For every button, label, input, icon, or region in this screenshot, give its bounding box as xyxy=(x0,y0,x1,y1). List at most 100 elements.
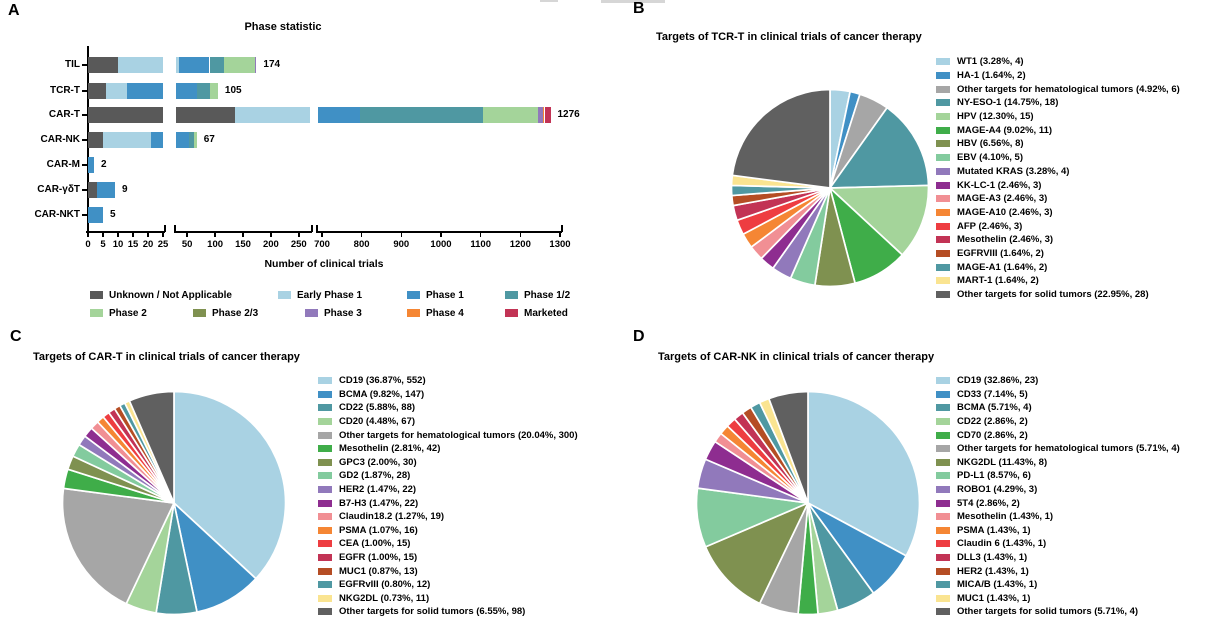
bar-segment xyxy=(88,182,97,198)
pie-legend-item: ROBO1 (4.29%, 3) xyxy=(936,483,1037,497)
pie-legend-swatch xyxy=(936,540,950,548)
category-label: TIL xyxy=(65,58,80,70)
phase-legend-swatch xyxy=(505,291,518,299)
phase-legend-label: Phase 1/2 xyxy=(524,289,571,301)
panel-b-letter: B xyxy=(633,0,645,17)
x-axis-tick xyxy=(360,232,363,237)
pie-legend-item: HA-1 (1.64%, 2) xyxy=(936,69,1026,83)
phase-legend-swatch xyxy=(193,309,206,317)
pie-legend-item: EGFRVIII (1.64%, 2) xyxy=(936,247,1044,261)
pie-legend-label: CD19 (32.86%, 23) xyxy=(957,375,1039,387)
pie-legend-swatch xyxy=(936,526,950,534)
bar-chart-title: Phase statistic xyxy=(244,21,322,33)
pie-legend-item: EBV (4.10%, 5) xyxy=(936,151,1023,165)
pie-legend-swatch xyxy=(936,567,950,575)
pie-legend-label: BCMA (9.82%, 147) xyxy=(339,388,425,400)
pie-legend-swatch xyxy=(318,608,332,616)
y-axis-tick xyxy=(82,114,87,116)
bar-total-label: 174 xyxy=(263,58,281,70)
pie-legend-label: MAGE-A1 (1.64%, 2) xyxy=(957,261,1048,273)
bar-segment xyxy=(88,157,94,173)
x-axis-tick xyxy=(400,232,403,237)
pie-legend-swatch xyxy=(318,499,332,507)
y-axis-tick xyxy=(82,64,87,66)
pie-legend-label: B7-H3 (1.47%, 22) xyxy=(339,497,419,509)
pie-legend-item: PSMA (1.43%, 1) xyxy=(936,524,1031,538)
x-axis-tick xyxy=(270,232,272,237)
phase-legend-item: Phase 2 xyxy=(90,306,147,320)
panel-d-letter: D xyxy=(633,328,645,345)
pie-legend-swatch xyxy=(936,181,950,189)
pie-legend-item: MAGE-A4 (9.02%, 11) xyxy=(936,124,1052,138)
pie-legend-label: MICA/B (1.43%, 1) xyxy=(957,579,1038,591)
pie-legend-label: PSMA (1.07%, 16) xyxy=(339,524,418,536)
pie-legend-item: NY-ESO-1 (14.75%, 18) xyxy=(936,96,1058,110)
phase-legend-label: Phase 3 xyxy=(324,307,362,319)
pie-slice-other-targets-for-solid-tumors xyxy=(731,88,831,189)
bar-segment xyxy=(542,107,545,123)
pie-legend-item: HER2 (1.47%, 22) xyxy=(318,483,416,497)
bar-segment xyxy=(318,107,360,123)
x-axis-tick-label: 150 xyxy=(235,239,251,250)
pie-legend-swatch xyxy=(936,513,950,521)
pie-legend-label: CD22 (2.86%, 2) xyxy=(957,416,1028,428)
phase-legend-item: Phase 1 xyxy=(407,288,464,302)
phase-legend-item: Phase 1/2 xyxy=(505,288,570,302)
bar-segment xyxy=(176,107,235,123)
pie-slice-other-targets-for-solid-tumors xyxy=(128,390,175,504)
axis-break-stub xyxy=(174,224,176,232)
pie-legend-item: CD70 (2.86%, 2) xyxy=(936,428,1028,442)
phase-legend-label: Phase 4 xyxy=(426,307,464,319)
phase-legend-swatch xyxy=(407,309,420,317)
pie-legend-swatch xyxy=(318,526,332,534)
pie-legend-label: ROBO1 (4.29%, 3) xyxy=(957,484,1038,496)
pie-legend-item: Other targets for solid tumors (5.71%, 4… xyxy=(936,605,1138,619)
pie-legend-item: HER2 (1.43%, 1) xyxy=(936,564,1029,578)
x-axis-tick-label: 100 xyxy=(207,239,224,250)
axis-break-stub xyxy=(164,224,166,232)
pie-legend-swatch xyxy=(936,390,950,398)
pie-legend-swatch xyxy=(318,404,332,412)
pie-legend-label: Other targets for solid tumors (5.71%, 4… xyxy=(957,606,1139,618)
pie-legend-swatch xyxy=(936,377,950,385)
pie-legend-swatch xyxy=(936,85,950,93)
x-axis-tick-label: 1200 xyxy=(509,239,531,250)
pie-legend-label: HA-1 (1.64%, 2) xyxy=(957,69,1026,81)
pie-legend-swatch xyxy=(318,445,332,453)
phase-legend-swatch xyxy=(278,291,291,299)
pie-legend-swatch xyxy=(936,154,950,162)
pie-legend-swatch xyxy=(936,581,950,589)
pie-legend-item: MUC1 (1.43%, 1) xyxy=(936,592,1030,606)
bar-total-label: 67 xyxy=(203,133,215,145)
pie-legend-item: CD33 (7.14%, 5) xyxy=(936,388,1028,402)
bar-total-label: 9 xyxy=(122,183,128,195)
phase-legend-item: Unknown / Not Applicable xyxy=(90,288,232,302)
bar-segment xyxy=(151,132,163,148)
x-axis-tick xyxy=(321,232,323,237)
x-axis-tick-label: 200 xyxy=(262,239,279,250)
x-axis-tick-label: 1100 xyxy=(470,239,491,250)
x-axis-tick-label: 15 xyxy=(127,239,139,250)
pie-legend-label: GD2 (1.87%, 28) xyxy=(339,470,411,482)
pie-legend-swatch xyxy=(936,58,950,66)
pie-legend-label: NKG2DL (0.73%, 11) xyxy=(339,592,430,604)
pie-legend-swatch xyxy=(936,277,950,285)
pie-legend-label: CEA (1.00%, 15) xyxy=(339,538,411,550)
bar-segment xyxy=(88,83,106,99)
pie-c-title: Targets of CAR-T in clinical trials of c… xyxy=(33,351,300,363)
x-axis-tick xyxy=(132,232,134,237)
pie-legend-item: Other targets for solid tumors (22.95%, … xyxy=(936,288,1149,302)
pie-legend-item: CEA (1.00%, 15) xyxy=(318,537,410,551)
pie-legend-label: Other targets for solid tumors (22.95%, … xyxy=(957,289,1149,301)
x-axis-tick xyxy=(242,232,244,237)
pie-slice-other-targets-for-hematological-tumors xyxy=(61,487,175,605)
x-axis-tick-label: 1300 xyxy=(549,239,571,250)
pie-legend-item: EGFRvIII (0.80%, 12) xyxy=(318,578,430,592)
x-axis-tick xyxy=(479,232,482,237)
pie-legend-label: MAGE-A4 (9.02%, 11) xyxy=(957,124,1053,136)
bar-segment xyxy=(544,107,551,123)
pie-legend-label: GPC3 (2.00%, 30) xyxy=(339,456,417,468)
pie-legend-item: Claudin18.2 (1.27%, 19) xyxy=(318,510,444,524)
pie-legend-label: PD-L1 (8.57%, 6) xyxy=(957,470,1031,482)
pie-legend-label: EGFRVIII (1.64%, 2) xyxy=(957,248,1044,260)
